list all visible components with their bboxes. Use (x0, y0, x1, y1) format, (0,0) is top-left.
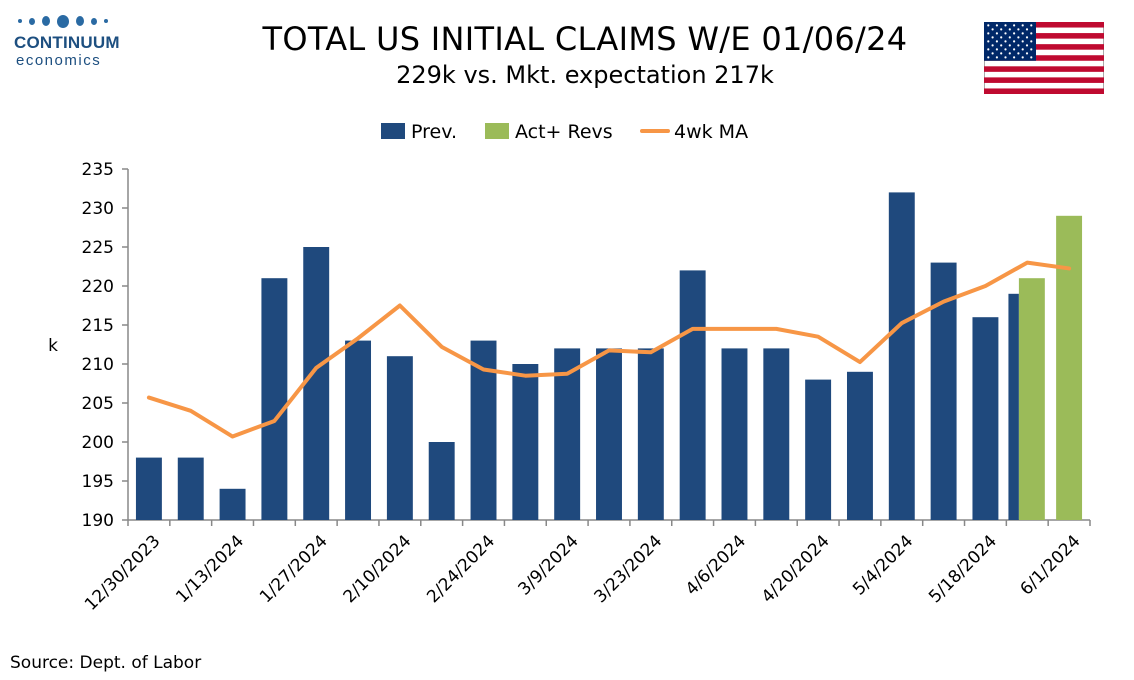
y-tick-label: 210 (82, 355, 114, 375)
bar-prev (596, 348, 622, 520)
logo-dots-icon (18, 14, 144, 28)
bar-prev (554, 348, 581, 520)
bar-prev (512, 364, 539, 520)
logo-name: CONTINUUM (14, 33, 120, 52)
ma-line (146, 260, 1072, 439)
legend-label-ma: 4wk MA (674, 121, 748, 143)
bar-prev (177, 457, 204, 520)
bar-prev (345, 340, 372, 520)
bar-prev (972, 317, 999, 520)
continuum-logo: CONTINUUM economics (14, 14, 144, 76)
x-tick-label: 1/27/2024 (256, 531, 332, 607)
x-tick-label: 1/13/2024 (172, 531, 248, 607)
legend: Prev. Act+ Revs 4wk MA (381, 121, 748, 143)
bar-act (1018, 278, 1045, 520)
y-tick-label: 205 (82, 394, 114, 414)
y-axis: 190 195 200 205 210 215 220 225 230 235 k (48, 160, 129, 531)
x-tick-label: 4/6/2024 (682, 531, 750, 599)
legend-swatch-prev (381, 123, 405, 139)
bar-prev (805, 379, 832, 520)
x-tick-label: 3/9/2024 (515, 531, 583, 599)
y-tick-label: 200 (82, 433, 114, 453)
bar-prev (219, 488, 246, 520)
y-tick-label: 230 (82, 199, 114, 219)
bar-prev (721, 348, 748, 520)
legend-swatch-act (485, 123, 509, 139)
x-tick-label: 6/1/2024 (1016, 531, 1084, 599)
legend-label-prev: Prev. (411, 121, 457, 143)
x-tick-label: 3/23/2024 (591, 531, 667, 607)
bar-act (1056, 215, 1083, 521)
y-axis-label: k (48, 336, 58, 356)
bar-prev (428, 442, 455, 520)
bars (135, 192, 1083, 521)
x-tick-label: 4/20/2024 (758, 531, 834, 607)
y-tick-label: 220 (82, 277, 114, 297)
logo-subname: economics (16, 52, 102, 69)
source-note: Source: Dept. of Labor (10, 653, 202, 673)
legend-label-act: Act+ Revs (515, 121, 613, 143)
y-tick-label: 215 (82, 316, 114, 336)
us-flag-icon (984, 22, 1104, 94)
bar-prev (888, 192, 915, 520)
chart-subtitle: 229k vs. Mkt. expectation 217k (396, 61, 774, 89)
bar-prev (1008, 293, 1019, 520)
bar-prev (846, 371, 873, 520)
bar-prev (261, 278, 288, 520)
x-tick-label: 5/18/2024 (925, 531, 1001, 607)
chart-title: TOTAL US INITIAL CLAIMS W/E 01/06/24 (262, 20, 908, 58)
bar-prev (679, 270, 706, 520)
bar-prev (386, 356, 413, 520)
x-tick-label: 5/4/2024 (849, 531, 917, 599)
y-tick-label: 225 (82, 238, 114, 258)
bar-prev (763, 348, 790, 520)
x-axis: 12/30/2023 1/13/2024 1/27/2024 2/10/2024 2/2… (81, 519, 1091, 615)
y-tick-label: 235 (82, 160, 114, 180)
y-tick-label: 195 (82, 472, 114, 492)
bar-prev (637, 348, 664, 520)
x-tick-label: 12/30/2023 (81, 531, 164, 614)
y-tick-label: 190 (82, 511, 114, 531)
ma-line-group (146, 260, 1072, 439)
x-tick-label: 2/10/2024 (340, 531, 416, 607)
bar-prev (303, 247, 330, 520)
x-tick-label: 2/24/2024 (423, 531, 499, 607)
bar-prev (135, 457, 162, 520)
